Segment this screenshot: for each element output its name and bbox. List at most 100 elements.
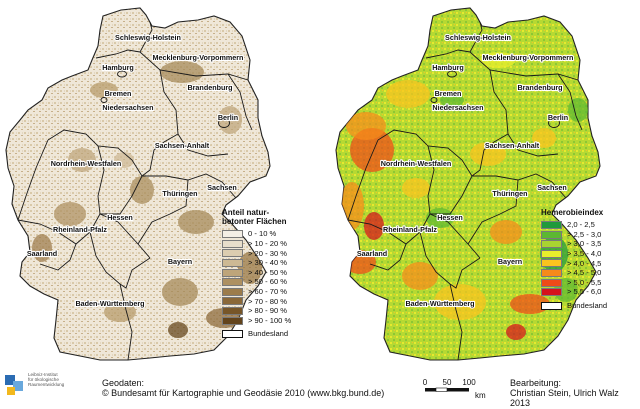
legend-entry: > 5,0 - 5,5: [541, 278, 640, 288]
legend-swatch: [222, 258, 243, 267]
city-state-border: [117, 70, 127, 78]
legend-swatch: [222, 239, 243, 248]
state-label: Mecklenburg-Vorpommern: [483, 53, 574, 62]
land-cover-patch: [506, 324, 526, 340]
legend-entry: > 5,5 - 6,0: [541, 287, 640, 297]
state-label: Thüringen: [162, 189, 197, 198]
legend-label: > 3,5 - 4,0: [567, 248, 602, 258]
legend-swatch: [541, 230, 562, 239]
state-border: [449, 257, 481, 289]
legend-label: > 2,5 - 3,0: [567, 229, 602, 239]
scale-bar: 0 50 100 km: [423, 378, 486, 400]
state-border: [139, 51, 249, 81]
author-credit: Bearbeitung: Christian Stein, Ulrich Wal…: [510, 378, 640, 409]
legend-swatch: [541, 268, 562, 277]
state-labels: Schleswig-Holstein Hamburg Mecklenburg-Vor…: [356, 32, 575, 309]
legend-entry: 2,0 - 2,5: [541, 220, 640, 230]
ioer-logo-text: Leibniz-Institut für ökologische Raument…: [28, 372, 65, 387]
state-border: [419, 175, 473, 233]
legend-label: > 20 - 30 %: [248, 248, 288, 258]
state-label: Nordrhein-Westfalen: [381, 159, 452, 168]
legend-entry: > 10 - 20 %: [222, 239, 314, 249]
legend-entry: > 40 - 50 %: [222, 268, 314, 278]
state-label: Hessen: [437, 213, 463, 222]
state-border: [427, 145, 435, 215]
state-border: [425, 49, 471, 59]
legend-swatch: [541, 259, 562, 268]
state-label: Schleswig-Holstein: [445, 33, 511, 42]
land-cover-patch: [162, 278, 198, 306]
legend-boundary-label: Bundesland: [248, 329, 289, 339]
scale-segment: [425, 388, 436, 392]
state-border: [471, 133, 509, 177]
land-cover-patch: [346, 112, 386, 140]
state-border: [39, 243, 77, 271]
state-borders: [17, 21, 253, 361]
legend-boundary-label: Bundesland: [567, 300, 608, 310]
state-border: [472, 173, 567, 199]
state-border: [467, 179, 519, 245]
legend-label: > 4,5 - 5,0: [567, 268, 602, 278]
land-cover-patch: [68, 148, 96, 172]
legend-entry: > 4,5 - 5,0: [541, 268, 640, 278]
legend-label: > 60 - 70 %: [248, 286, 288, 296]
state-label: Hamburg: [432, 63, 464, 72]
logo-line-2: für ökologische: [28, 376, 59, 382]
legend-entry: > 4,0 - 4,5: [541, 259, 640, 269]
scale-tick-50: 50: [443, 378, 452, 387]
land-cover-patch: [470, 142, 506, 166]
land-cover-patch: [114, 152, 134, 168]
state-border: [95, 49, 141, 59]
map-natural-areas: Schleswig-Holstein Hamburg Mecklenburg-Vor…: [5, 7, 271, 361]
state-border: [369, 243, 407, 271]
state-label: Berlin: [548, 113, 568, 122]
legend-swatch: [222, 306, 243, 315]
legend-entry: > 20 - 30 %: [222, 249, 314, 259]
state-border: [97, 145, 105, 215]
state-border: [119, 257, 151, 289]
state-borders: [347, 21, 583, 361]
legend-entry: > 90 - 100 %: [222, 316, 314, 326]
state-border: [347, 219, 421, 245]
logo-line-3: Raumentwicklung: [28, 381, 65, 387]
scale-unit: km: [475, 391, 486, 400]
credits-heading: Bearbeitung:: [510, 378, 562, 388]
state-label: Hessen: [107, 213, 133, 222]
legend-title: Anteil natur- betonter Flächen: [222, 208, 314, 226]
scale-tick-0: 0: [423, 378, 428, 387]
state-label: Thüringen: [492, 189, 527, 198]
state-label: Brandenburg: [517, 83, 562, 92]
land-cover-patch: [168, 322, 188, 338]
credits-authors: Christian Stein, Ulrich Walz 2013: [510, 387, 619, 408]
city-state-border: [218, 118, 230, 128]
land-cover-patch: [32, 234, 52, 262]
scale-segment: [435, 387, 448, 392]
state-label: Bayern: [168, 257, 192, 266]
city-state-border: [100, 97, 108, 103]
geodata-credit: Geodaten: © Bundesamt für Kartographie u…: [102, 378, 385, 399]
legend-label: > 40 - 50 %: [248, 267, 288, 277]
legend-label: > 70 - 80 %: [248, 296, 288, 306]
state-label: Saarland: [27, 249, 57, 258]
legend-title-line-1: Anteil natur-: [222, 208, 270, 217]
state-label: Nordrhein-Westfalen: [51, 159, 122, 168]
legend-label: > 50 - 60 %: [248, 277, 288, 287]
geodata-source: © Bundesamt für Kartographie und Geodäsi…: [102, 387, 385, 398]
land-cover-patch: [510, 294, 550, 314]
legend-label: > 90 - 100 %: [248, 315, 292, 325]
legend-label: > 10 - 20 %: [248, 238, 288, 248]
state-border: [429, 213, 481, 259]
land-cover-patch: [568, 98, 588, 122]
state-label: Baden-Württemberg: [75, 299, 144, 308]
state-label: Sachsen-Anhalt: [155, 141, 210, 150]
legend-swatch: [222, 249, 243, 258]
state-label: Niedersachsen: [432, 103, 483, 112]
state-border: [17, 219, 91, 245]
legend-boundary-swatch: [541, 301, 562, 310]
state-border: [137, 179, 189, 245]
legend-swatch: [541, 220, 562, 229]
legend-swatch: [222, 230, 243, 239]
ioer-logo: Leibniz-Institut für ökologische Raument…: [4, 372, 102, 404]
land-cover-patch: [130, 176, 154, 204]
scale-segment: [447, 388, 469, 392]
